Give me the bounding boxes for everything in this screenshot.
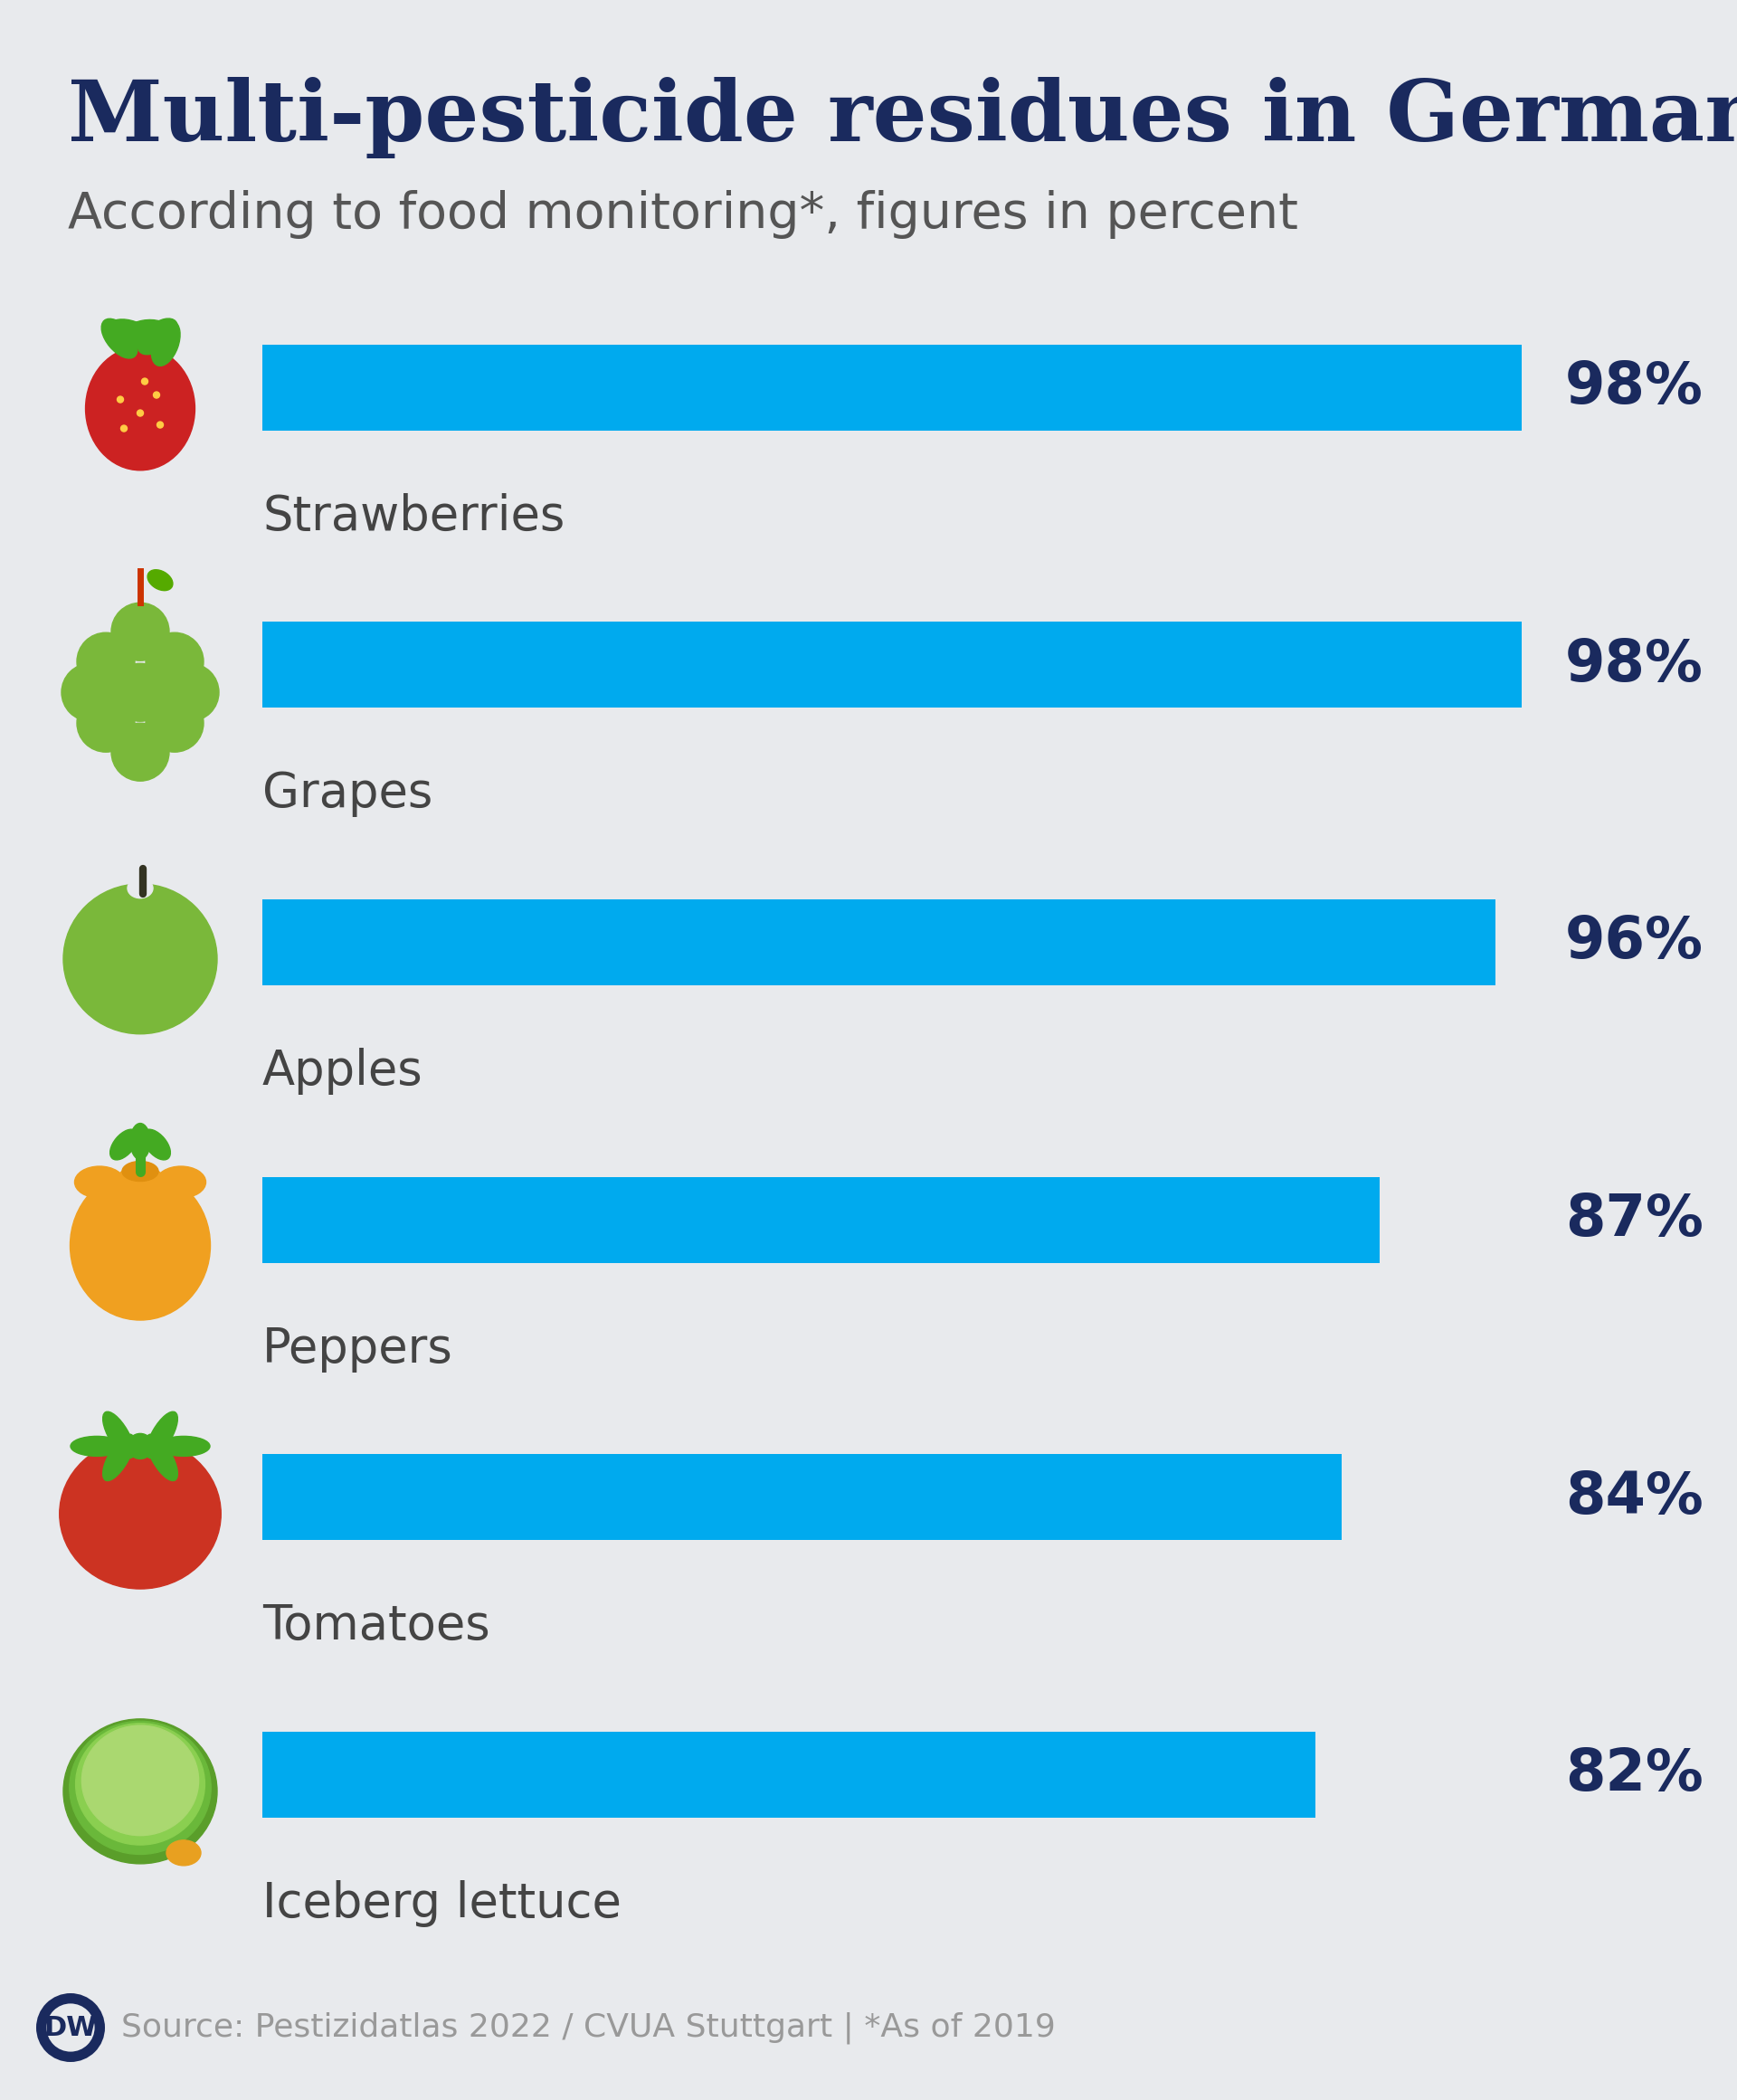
- Ellipse shape: [146, 1434, 177, 1480]
- Circle shape: [76, 695, 135, 752]
- Text: Tomatoes: Tomatoes: [262, 1602, 490, 1651]
- Ellipse shape: [130, 1124, 149, 1159]
- Ellipse shape: [102, 1434, 134, 1480]
- FancyBboxPatch shape: [262, 1732, 1317, 1819]
- Circle shape: [47, 2003, 94, 2052]
- Circle shape: [111, 603, 168, 662]
- Ellipse shape: [142, 378, 148, 384]
- Ellipse shape: [142, 1130, 170, 1159]
- Ellipse shape: [108, 319, 153, 349]
- Text: Grapes: Grapes: [262, 771, 433, 817]
- FancyBboxPatch shape: [262, 899, 1496, 985]
- FancyBboxPatch shape: [262, 622, 1522, 708]
- Ellipse shape: [101, 319, 137, 359]
- Text: 98%: 98%: [1565, 359, 1704, 416]
- Circle shape: [146, 695, 203, 752]
- Text: Source: Pestizidatlas 2022 / CVUA Stuttgart | *As of 2019: Source: Pestizidatlas 2022 / CVUA Stuttg…: [122, 2012, 1056, 2043]
- Text: 84%: 84%: [1565, 1470, 1704, 1525]
- Circle shape: [111, 664, 168, 720]
- Ellipse shape: [59, 1439, 221, 1590]
- Ellipse shape: [63, 884, 217, 1033]
- Circle shape: [76, 632, 135, 691]
- Ellipse shape: [71, 1436, 123, 1455]
- Ellipse shape: [167, 1840, 201, 1865]
- Ellipse shape: [69, 1172, 210, 1321]
- Circle shape: [146, 632, 203, 691]
- Text: 87%: 87%: [1565, 1191, 1704, 1247]
- Circle shape: [36, 1993, 104, 2062]
- Text: Multi-pesticide residues in Germany: Multi-pesticide residues in Germany: [68, 78, 1737, 160]
- Circle shape: [111, 722, 168, 781]
- Ellipse shape: [82, 1726, 198, 1835]
- Ellipse shape: [148, 569, 172, 590]
- Text: Peppers: Peppers: [262, 1325, 453, 1371]
- Ellipse shape: [109, 1130, 137, 1159]
- Text: 96%: 96%: [1565, 914, 1704, 970]
- Text: 82%: 82%: [1565, 1747, 1704, 1802]
- Ellipse shape: [75, 1166, 125, 1197]
- Text: Strawberries: Strawberries: [262, 493, 565, 540]
- FancyBboxPatch shape: [262, 1455, 1341, 1539]
- FancyBboxPatch shape: [262, 1176, 1379, 1262]
- Text: DW: DW: [43, 2014, 97, 2041]
- Text: According to food monitoring*, figures in percent: According to food monitoring*, figures i…: [68, 189, 1298, 239]
- Ellipse shape: [151, 321, 181, 365]
- Ellipse shape: [116, 397, 123, 403]
- Ellipse shape: [69, 1722, 210, 1854]
- Ellipse shape: [156, 1166, 205, 1197]
- Ellipse shape: [158, 1436, 210, 1455]
- Ellipse shape: [146, 1411, 177, 1457]
- Ellipse shape: [63, 1720, 217, 1863]
- Ellipse shape: [153, 393, 160, 399]
- Ellipse shape: [122, 1161, 158, 1180]
- Ellipse shape: [102, 1411, 134, 1457]
- Text: Apples: Apples: [262, 1048, 424, 1094]
- Ellipse shape: [122, 319, 168, 346]
- Ellipse shape: [122, 426, 127, 433]
- Circle shape: [127, 1434, 153, 1460]
- Circle shape: [61, 664, 120, 720]
- Ellipse shape: [85, 347, 195, 470]
- Text: Iceberg lettuce: Iceberg lettuce: [262, 1880, 622, 1928]
- Ellipse shape: [115, 1166, 165, 1197]
- Circle shape: [162, 664, 219, 720]
- Ellipse shape: [137, 319, 177, 355]
- Text: 98%: 98%: [1565, 636, 1704, 693]
- Ellipse shape: [76, 1724, 205, 1846]
- FancyBboxPatch shape: [262, 344, 1522, 430]
- Ellipse shape: [137, 410, 144, 416]
- Ellipse shape: [127, 878, 153, 899]
- Ellipse shape: [156, 422, 163, 428]
